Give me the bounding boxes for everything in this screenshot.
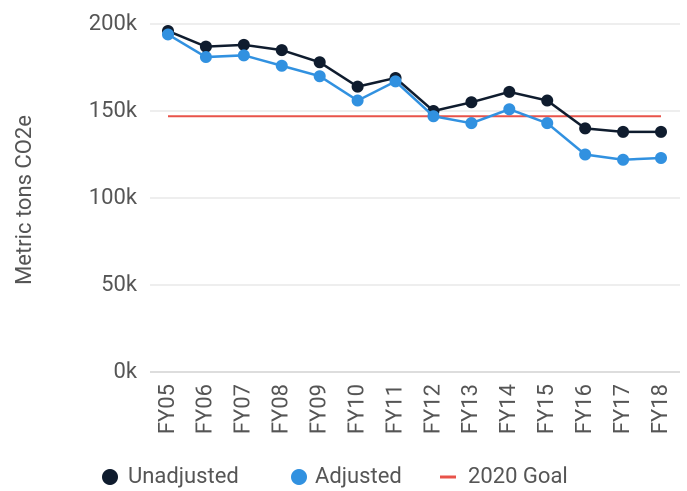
- point: [162, 28, 174, 41]
- point: [427, 110, 440, 123]
- x-tick-label: FY10: [344, 384, 369, 434]
- x-tick-label: FY08: [269, 384, 294, 434]
- x-tick-label: FY16: [572, 384, 597, 434]
- x-tick-label: FY05: [155, 384, 180, 434]
- x-tick-label: FY18: [648, 384, 673, 434]
- point: [389, 75, 402, 88]
- point: [541, 117, 554, 130]
- x-tick-label: FY12: [420, 384, 445, 434]
- y-tick-label: 0k: [113, 359, 137, 384]
- series-line: [167, 29, 661, 134]
- x-tick-label: FY15: [534, 384, 559, 434]
- y-tick-label: 100k: [89, 185, 138, 210]
- x-tick-label: FY09: [307, 384, 332, 434]
- point: [579, 122, 592, 135]
- point: [237, 38, 250, 51]
- y-axis-label: Metric tons CO2e: [12, 115, 37, 285]
- series-line: [167, 33, 662, 161]
- point: [655, 151, 667, 164]
- y-tick-label: 50k: [101, 272, 138, 297]
- x-tick-label: FY06: [193, 384, 218, 434]
- legend-label: 2020 Goal: [468, 464, 568, 489]
- legend-label: Unadjusted: [128, 464, 239, 489]
- legend-label: Adjusted: [315, 464, 402, 489]
- point: [351, 80, 364, 93]
- point: [541, 94, 554, 107]
- point: [351, 94, 364, 107]
- point: [465, 96, 478, 109]
- y-tick-label: 200k: [89, 11, 138, 36]
- point: [199, 40, 212, 53]
- point: [617, 125, 630, 138]
- point: [503, 103, 516, 116]
- point: [313, 70, 326, 83]
- point: [617, 153, 630, 166]
- point: [313, 56, 326, 69]
- point: [579, 148, 592, 161]
- x-tick-label: FY11: [382, 384, 407, 434]
- point: [275, 59, 288, 72]
- y-tick-label: 150k: [89, 98, 138, 123]
- x-tick-label: FY07: [231, 384, 256, 434]
- x-tick-label: FY13: [458, 384, 483, 434]
- x-tick-label: FY14: [496, 384, 521, 434]
- x-tick-label: FY17: [610, 384, 635, 434]
- point: [655, 125, 667, 138]
- point: [199, 51, 212, 64]
- legend-marker: [291, 469, 307, 485]
- point: [237, 49, 250, 62]
- point: [275, 44, 288, 57]
- point: [503, 85, 516, 98]
- point: [465, 117, 478, 130]
- legend-marker: [102, 469, 118, 485]
